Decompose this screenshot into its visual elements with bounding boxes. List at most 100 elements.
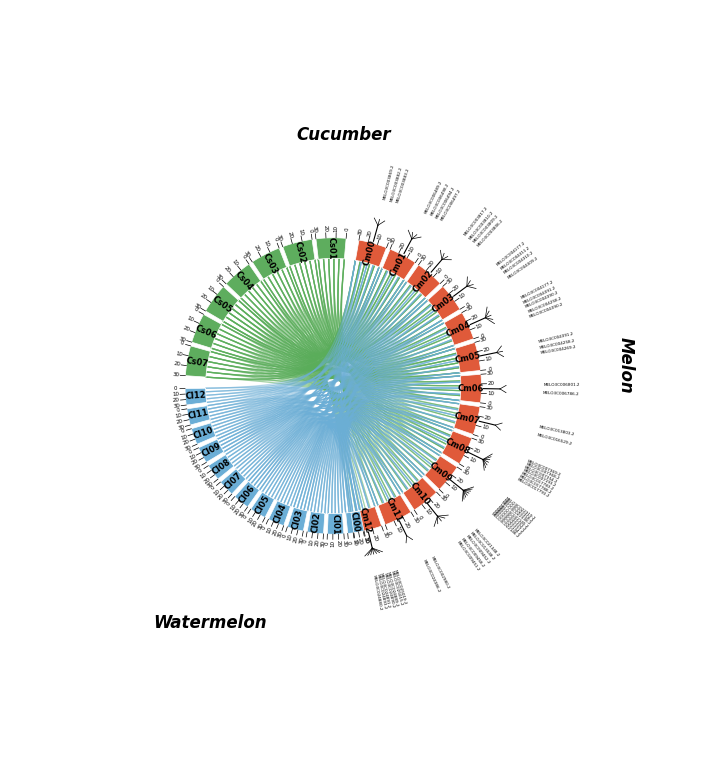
Text: 0: 0 [242,514,249,520]
Text: MELO3C004177.2: MELO3C004177.2 [520,280,554,300]
Text: MELO3C006494.2: MELO3C006494.2 [435,185,456,219]
Polygon shape [425,455,457,489]
Polygon shape [351,506,381,533]
Text: MELO3C009458.2: MELO3C009458.2 [460,537,486,569]
Text: 0: 0 [225,500,232,506]
Text: 10: 10 [352,538,357,546]
Polygon shape [185,388,206,405]
Text: 30: 30 [276,234,283,242]
Text: 0: 0 [479,435,484,441]
Text: 0: 0 [465,301,471,307]
Polygon shape [316,238,346,259]
Text: 0: 0 [488,367,492,372]
Text: MELO3C022152.2: MELO3C022152.2 [496,506,527,532]
Text: MELO3C024889.2: MELO3C024889.2 [386,571,399,608]
Text: Cl07: Cl07 [223,471,244,492]
Text: Cm07: Cm07 [454,411,481,426]
Text: 0: 0 [387,236,393,242]
Text: MELO3C004310.2: MELO3C004310.2 [503,250,535,275]
Text: 30: 30 [312,226,318,233]
Text: 30: 30 [363,536,369,544]
Text: MELO3C004258.2: MELO3C004258.2 [527,296,562,314]
Text: 0: 0 [444,274,450,280]
Text: 30: 30 [461,468,469,476]
Text: 10: 10 [362,537,368,544]
Text: Cl06: Cl06 [238,483,257,505]
Text: 20: 20 [286,231,293,239]
Text: Cm08: Cm08 [443,437,471,456]
Text: 10: 10 [174,413,183,419]
Text: 30: 30 [445,276,454,284]
Text: Cs01: Cs01 [327,237,336,259]
Text: MELO3C003882.2: MELO3C003882.2 [389,165,403,202]
Text: 20: 20 [217,493,225,501]
Text: 0: 0 [213,277,220,283]
Text: MELO3C017788.2: MELO3C017788.2 [518,475,552,496]
Text: 20: 20 [252,244,260,253]
Text: MELO3C017793.2: MELO3C017793.2 [517,478,550,499]
Text: 0: 0 [281,533,287,538]
Text: 0: 0 [418,252,423,258]
Polygon shape [287,507,308,531]
Text: 30: 30 [172,372,180,378]
Text: MELO3C003883.2: MELO3C003883.2 [396,168,411,204]
Text: MELO3C025019.2: MELO3C025019.2 [393,569,407,605]
Text: MELO3C022134.2: MELO3C022134.2 [492,510,522,537]
Text: 10: 10 [180,434,189,441]
Text: Cm02: Cm02 [411,269,435,294]
Text: 10: 10 [308,538,314,546]
Text: 20: 20 [472,447,481,455]
Text: 20: 20 [482,346,491,353]
Text: 0: 0 [480,333,485,339]
Text: Cm03: Cm03 [430,292,457,315]
Polygon shape [186,406,210,425]
Text: MELO3C004311.2: MELO3C004311.2 [500,245,531,271]
Polygon shape [403,477,437,510]
Text: MELO3C003810.2: MELO3C003810.2 [468,210,494,240]
Text: Watermelon: Watermelon [153,614,267,631]
Text: 20: 20 [452,283,461,292]
Text: 30: 30 [342,540,347,547]
Text: Cm05: Cm05 [454,351,482,365]
Text: 10: 10 [262,239,269,248]
Polygon shape [251,492,274,517]
Text: 30: 30 [257,522,264,530]
Text: 0: 0 [386,531,391,536]
Text: MELO3C007354.2: MELO3C007354.2 [523,466,558,485]
Text: 30: 30 [420,253,428,262]
Text: MELO3C017783.2: MELO3C017783.2 [520,472,554,492]
Text: Cl10: Cl10 [192,425,215,441]
Text: 0: 0 [325,541,330,545]
Text: 20: 20 [199,293,208,301]
Text: 30: 30 [277,530,284,539]
Text: 10: 10 [205,284,214,293]
Text: 10: 10 [423,508,432,516]
Text: 20: 20 [428,259,436,268]
Text: 10: 10 [330,540,335,547]
Text: Cl12: Cl12 [185,391,206,401]
Text: MELO3C004391.2: MELO3C004391.2 [523,286,557,305]
Text: MELO3C024890.2: MELO3C024890.2 [382,572,395,608]
Text: MELO3C002980.2: MELO3C002980.2 [430,555,450,590]
Text: MELO3C003809.2: MELO3C003809.2 [472,214,500,244]
Text: 0: 0 [488,401,492,407]
Text: 0: 0 [273,237,279,242]
Text: 30: 30 [193,303,202,310]
Text: 20: 20 [336,540,341,547]
Text: Cm09: Cm09 [428,461,454,484]
Text: Cm04: Cm04 [445,320,473,339]
Text: 20: 20 [314,539,320,547]
Text: MELO3C007369.2: MELO3C007369.2 [526,459,562,478]
Text: 10: 10 [481,425,489,432]
Text: 10: 10 [189,453,197,461]
Text: Cucumber: Cucumber [296,126,391,144]
Text: 20: 20 [323,225,328,232]
Text: 10: 10 [475,323,483,330]
Text: 0: 0 [179,340,184,346]
Text: 20: 20 [203,476,211,484]
Text: Cl08: Cl08 [211,457,233,476]
Text: 10: 10 [229,503,237,512]
Text: 30: 30 [177,424,185,431]
Text: Melon: Melon [617,337,635,394]
Polygon shape [220,469,246,494]
